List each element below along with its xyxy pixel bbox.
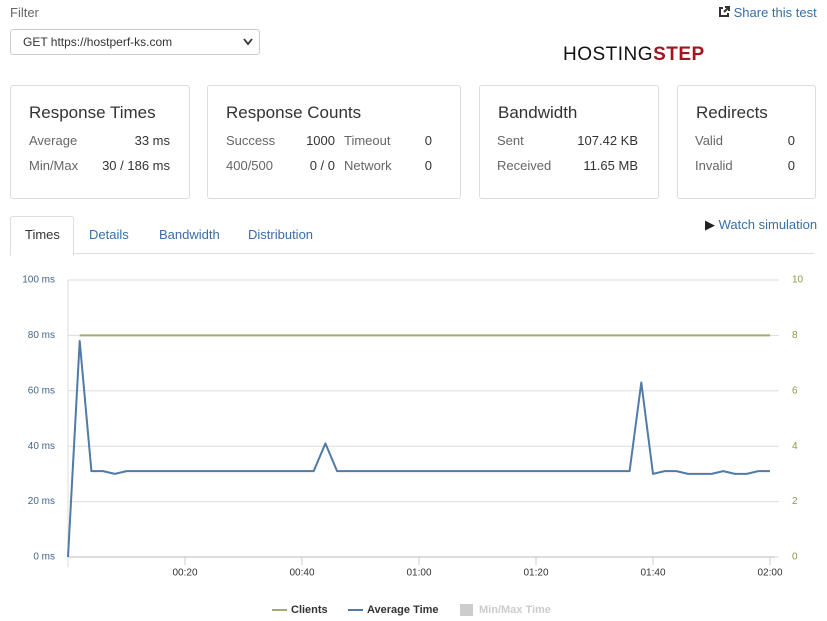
card-label: Invalid xyxy=(695,158,733,173)
card xyxy=(10,85,190,199)
logo-accent: STEP xyxy=(653,44,705,65)
card-value: 1000 xyxy=(306,133,335,148)
share-icon xyxy=(719,6,730,17)
card-value: 33 ms xyxy=(134,133,170,148)
x-tick-label: 01:40 xyxy=(640,568,665,579)
x-tick-label: 00:20 xyxy=(172,568,197,579)
card-label: Average xyxy=(29,133,78,148)
y2-tick-label: 10 xyxy=(792,275,804,286)
legend-swatch xyxy=(460,604,473,616)
active-tab[interactable] xyxy=(10,216,74,256)
card-title: Response Counts xyxy=(226,103,362,122)
legend-label: Average Time xyxy=(367,604,439,616)
y-tick-label: 60 ms xyxy=(28,385,55,396)
legend-label: Clients xyxy=(291,604,328,616)
y2-tick-label: 4 xyxy=(792,441,798,452)
y2-tick-label: 2 xyxy=(792,496,798,507)
tab[interactable]: Details xyxy=(89,227,129,242)
card xyxy=(479,85,659,199)
card-value: 0 xyxy=(787,158,795,173)
card-label: Sent xyxy=(497,133,524,148)
share-link[interactable]: Share this test xyxy=(718,5,817,20)
x-tick-label: 02:00 xyxy=(757,568,782,579)
card-label: Min/Max xyxy=(29,158,79,173)
play-icon: ▶ xyxy=(705,217,715,232)
x-tick-label: 00:40 xyxy=(289,568,314,579)
card-label: 400/500 xyxy=(226,158,273,173)
legend-label: Min/Max Time xyxy=(479,604,551,616)
card-value: 11.65 MB xyxy=(583,158,638,173)
tab[interactable]: Bandwidth xyxy=(159,227,220,242)
filter-label: Filter xyxy=(10,5,39,20)
series-line xyxy=(67,339,770,558)
card-value: 0 xyxy=(787,133,795,148)
filter-select[interactable]: GET https://hostperf-ks.com xyxy=(10,29,260,55)
y2-tick-label: 8 xyxy=(792,330,798,341)
card xyxy=(207,85,461,199)
card-value: 0 xyxy=(424,158,432,173)
card xyxy=(677,85,816,199)
card-value: 0 xyxy=(424,133,432,148)
y-tick-label: 100 ms xyxy=(22,275,55,286)
logo: HOSTINGSTEP xyxy=(563,44,705,66)
logo-main: HOSTING xyxy=(563,44,654,65)
card-label: Received xyxy=(497,158,552,173)
watch-text: Watch simulation xyxy=(718,217,818,232)
y2-tick-label: 6 xyxy=(792,385,798,396)
share-text: Share this test xyxy=(733,5,817,20)
card-label: Valid xyxy=(695,133,723,148)
y-tick-label: 40 ms xyxy=(28,441,55,452)
card-title: Bandwidth xyxy=(498,103,578,122)
y-tick-label: 0 ms xyxy=(33,552,55,563)
card-value: 0 / 0 xyxy=(309,158,335,173)
tab[interactable]: Distribution xyxy=(248,227,314,242)
y2-tick-label: 0 xyxy=(792,552,798,563)
y-tick-label: 80 ms xyxy=(28,330,55,341)
watch-link[interactable]: ▶ Watch simulation xyxy=(705,217,817,233)
filter-value: GET https://hostperf-ks.com xyxy=(23,35,173,49)
y-tick-label: 20 ms xyxy=(28,496,55,507)
tab[interactable]: Times xyxy=(25,227,60,242)
x-tick-label: 01:20 xyxy=(523,568,548,579)
card-label: Success xyxy=(226,133,276,148)
card-label: Network xyxy=(344,158,392,173)
card-value: 30 / 186 ms xyxy=(102,158,170,173)
card-label: Timeout xyxy=(344,133,391,148)
card-value: 107.42 KB xyxy=(577,133,638,148)
card-title: Response Times xyxy=(29,103,156,122)
tab-rule xyxy=(72,253,814,254)
x-tick-label: 01:00 xyxy=(406,568,431,579)
dropdown-arrow xyxy=(243,38,253,46)
card-title: Redirects xyxy=(696,103,768,122)
